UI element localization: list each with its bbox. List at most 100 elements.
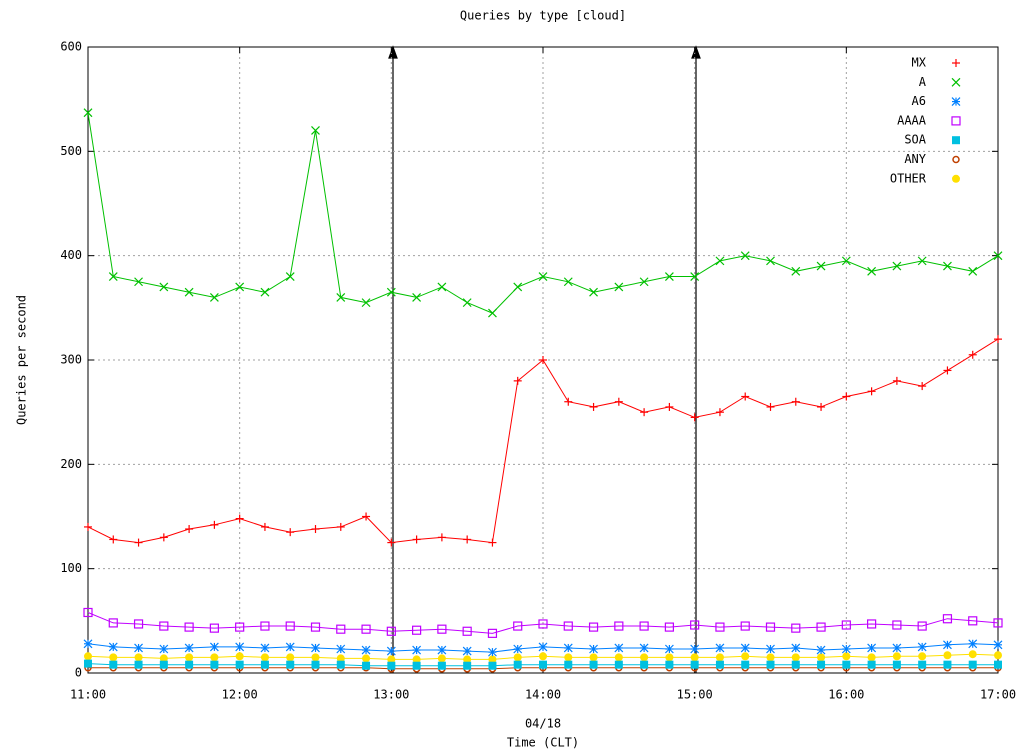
marker-box	[361, 624, 371, 634]
marker	[968, 639, 978, 649]
marker	[260, 621, 270, 631]
marker-stroke	[134, 277, 143, 287]
marker	[968, 660, 977, 669]
marker-circle	[412, 655, 421, 664]
marker-box	[513, 660, 522, 669]
marker-box	[690, 620, 700, 630]
marker	[185, 660, 194, 669]
marker	[741, 652, 750, 661]
marker-stroke	[917, 642, 927, 652]
marker-box	[286, 660, 295, 669]
marker-circle	[134, 653, 143, 662]
marker	[463, 661, 472, 670]
marker	[462, 626, 472, 636]
marker-box	[968, 660, 977, 669]
marker-circle	[210, 653, 219, 662]
marker-box	[589, 660, 598, 669]
marker	[311, 126, 320, 135]
marker	[841, 620, 851, 630]
marker	[993, 251, 1003, 261]
marker-box	[488, 661, 497, 670]
marker	[842, 652, 851, 661]
marker-stroke	[134, 643, 143, 653]
marker	[614, 653, 623, 662]
marker	[690, 653, 699, 662]
marker	[159, 282, 169, 292]
marker-stroke	[83, 108, 93, 118]
marker	[892, 620, 902, 630]
x-tick-label: 14:00	[525, 688, 561, 702]
marker	[538, 619, 548, 629]
marker-stroke	[538, 642, 548, 652]
marker	[260, 643, 270, 653]
marker-stroke	[816, 645, 826, 655]
marker-circle	[109, 653, 118, 662]
marker	[917, 621, 927, 631]
marker-box	[437, 661, 446, 670]
marker	[134, 660, 143, 669]
marker	[614, 643, 624, 653]
marker	[817, 653, 826, 662]
marker	[943, 261, 952, 271]
marker	[235, 514, 244, 523]
marker	[741, 660, 750, 669]
marker	[336, 644, 346, 654]
y-axis-label: Queries per second	[15, 295, 29, 425]
marker	[639, 621, 649, 631]
marker	[715, 653, 724, 662]
marker	[741, 392, 750, 401]
marker-box	[867, 619, 877, 629]
marker-box	[235, 660, 244, 669]
marker	[640, 408, 649, 417]
marker	[892, 376, 901, 385]
x-tick-label: 16:00	[828, 688, 864, 702]
marker-box	[842, 660, 851, 669]
marker-box	[412, 625, 422, 635]
marker-circle	[387, 655, 396, 664]
marker-stroke	[311, 126, 320, 135]
marker	[386, 626, 396, 636]
marker	[210, 660, 219, 669]
marker	[664, 622, 674, 632]
marker-circle	[952, 174, 960, 183]
marker-box	[791, 660, 800, 669]
marker-circle	[185, 653, 194, 662]
marker-stroke	[951, 77, 961, 87]
marker-stroke	[690, 272, 700, 281]
marker	[563, 643, 573, 653]
marker	[513, 660, 522, 669]
marker-box	[387, 661, 396, 670]
marker-box	[538, 619, 548, 629]
marker	[564, 660, 573, 669]
marker-circle	[159, 654, 168, 663]
marker	[740, 621, 750, 631]
marker-stroke	[867, 643, 877, 653]
marker	[513, 282, 523, 292]
marker	[488, 308, 497, 318]
marker	[336, 522, 345, 531]
marker	[640, 653, 649, 662]
marker-stroke	[462, 298, 472, 308]
marker	[791, 623, 801, 633]
marker	[952, 174, 960, 183]
marker-stroke	[513, 282, 523, 292]
marker-box	[235, 622, 245, 632]
x-tick-label: 12:00	[222, 688, 258, 702]
y-tick-label: 500	[60, 144, 82, 158]
marker-box	[817, 660, 826, 669]
marker	[951, 97, 961, 107]
marker-box	[765, 622, 776, 632]
marker	[159, 621, 169, 631]
marker-box	[386, 626, 396, 636]
marker	[892, 643, 902, 653]
marker-stroke	[589, 644, 598, 654]
marker	[336, 660, 345, 669]
marker	[952, 136, 960, 145]
marker	[766, 660, 775, 669]
marker-stroke	[209, 292, 219, 302]
marker	[943, 660, 952, 669]
marker	[918, 652, 927, 661]
marker-circle	[640, 653, 649, 662]
marker	[766, 402, 775, 411]
marker	[133, 619, 144, 629]
